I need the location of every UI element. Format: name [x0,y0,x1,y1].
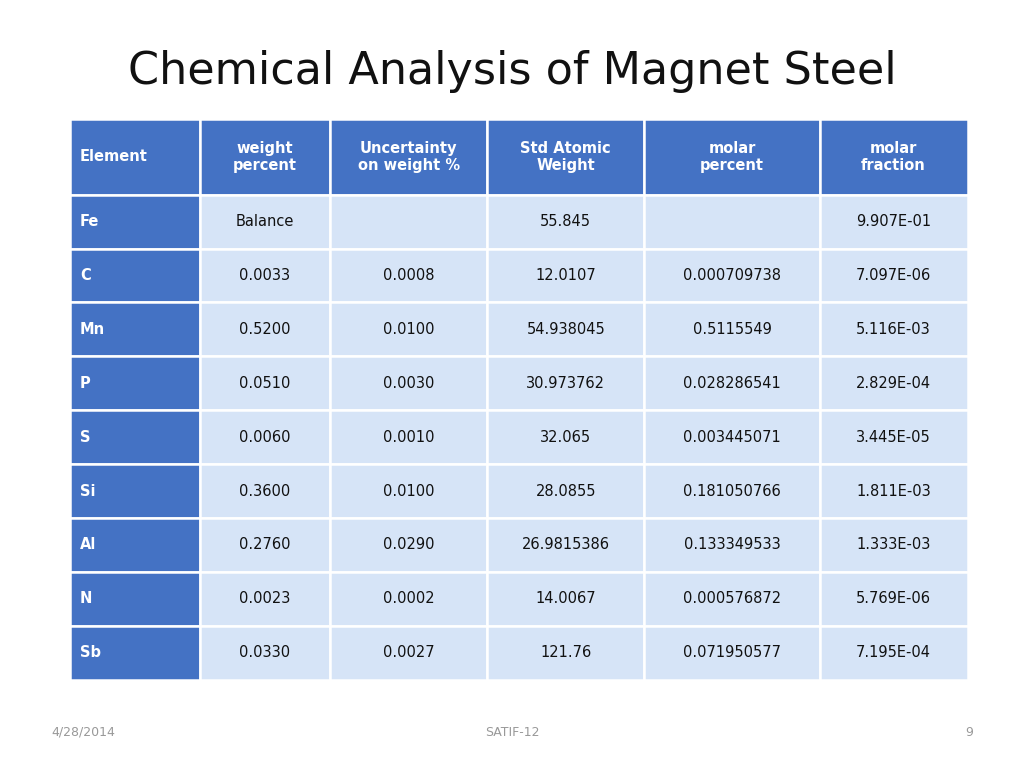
Text: 0.0023: 0.0023 [240,591,291,607]
Text: 7.097E-06: 7.097E-06 [856,268,931,283]
Text: C: C [80,268,90,283]
Text: Chemical Analysis of Magnet Steel: Chemical Analysis of Magnet Steel [128,50,896,93]
Text: SATIF-12: SATIF-12 [484,726,540,739]
Text: 12.0107: 12.0107 [536,268,596,283]
Text: 7.195E-04: 7.195E-04 [856,645,931,660]
Text: 0.3600: 0.3600 [240,484,291,498]
Text: 0.0330: 0.0330 [240,645,291,660]
Text: 0.0060: 0.0060 [240,430,291,445]
Text: Sb: Sb [80,645,101,660]
Text: 0.0002: 0.0002 [383,591,434,607]
Text: 54.938045: 54.938045 [526,322,605,337]
Text: 9: 9 [965,726,973,739]
Text: 121.76: 121.76 [541,645,592,660]
Text: 5.116E-03: 5.116E-03 [856,322,931,337]
Text: 0.0290: 0.0290 [383,538,434,552]
Text: P: P [80,376,90,391]
Text: 55.845: 55.845 [541,214,591,229]
Text: 0.133349533: 0.133349533 [684,538,780,552]
Text: 0.0030: 0.0030 [383,376,434,391]
Text: 4/28/2014: 4/28/2014 [51,726,115,739]
Text: 30.973762: 30.973762 [526,376,605,391]
Text: 0.000709738: 0.000709738 [683,268,781,283]
Text: Al: Al [80,538,96,552]
Text: 0.5115549: 0.5115549 [692,322,771,337]
Text: Element: Element [80,150,147,164]
Text: 0.071950577: 0.071950577 [683,645,781,660]
Text: 0.0100: 0.0100 [383,484,434,498]
Text: 28.0855: 28.0855 [536,484,596,498]
Text: 0.181050766: 0.181050766 [683,484,781,498]
Text: 0.0033: 0.0033 [240,268,291,283]
Text: 0.000576872: 0.000576872 [683,591,781,607]
Text: 5.769E-06: 5.769E-06 [856,591,931,607]
Text: 9.907E-01: 9.907E-01 [856,214,931,229]
Text: 0.0027: 0.0027 [383,645,434,660]
Text: N: N [80,591,92,607]
Text: weight
percent: weight percent [232,141,297,173]
Text: Fe: Fe [80,214,99,229]
Text: Mn: Mn [80,322,105,337]
Text: S: S [80,430,90,445]
Text: 2.829E-04: 2.829E-04 [856,376,931,391]
Text: 0.0010: 0.0010 [383,430,434,445]
Text: 1.333E-03: 1.333E-03 [856,538,931,552]
Text: 0.5200: 0.5200 [240,322,291,337]
Text: molar
percent: molar percent [700,141,764,173]
Text: 32.065: 32.065 [541,430,592,445]
Text: 14.0067: 14.0067 [536,591,596,607]
Text: 0.0510: 0.0510 [240,376,291,391]
Text: Uncertainty
on weight %: Uncertainty on weight % [357,141,460,173]
Text: 0.003445071: 0.003445071 [683,430,781,445]
Text: 0.028286541: 0.028286541 [683,376,781,391]
Text: 3.445E-05: 3.445E-05 [856,430,931,445]
Text: 26.9815386: 26.9815386 [522,538,610,552]
Text: molar
fraction: molar fraction [861,141,926,173]
Text: 1.811E-03: 1.811E-03 [856,484,931,498]
Text: 0.0008: 0.0008 [383,268,434,283]
Text: 0.2760: 0.2760 [240,538,291,552]
Text: Si: Si [80,484,95,498]
Text: Std Atomic
Weight: Std Atomic Weight [520,141,611,173]
Text: Balance: Balance [236,214,294,229]
Text: 0.0100: 0.0100 [383,322,434,337]
